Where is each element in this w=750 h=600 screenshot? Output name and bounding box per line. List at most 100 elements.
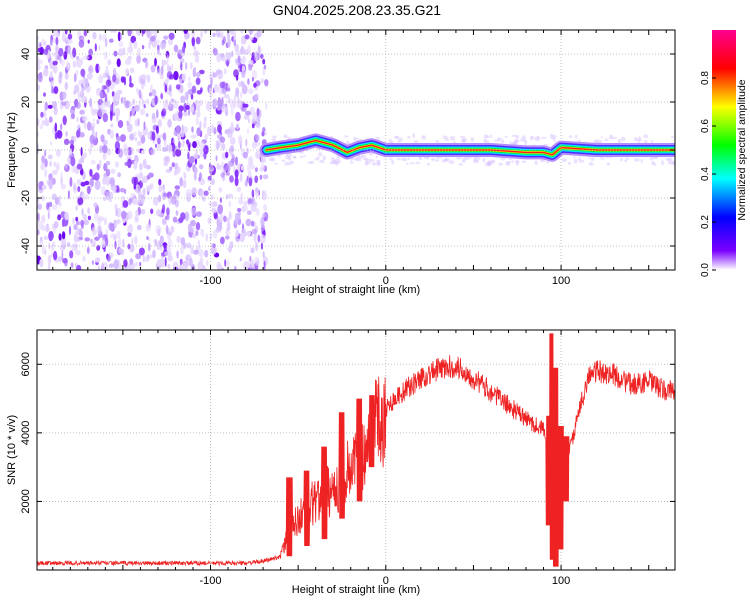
noise-blob <box>129 75 132 85</box>
noise-blob <box>262 251 265 259</box>
noise-blob <box>211 207 216 214</box>
noise-blob <box>100 134 105 143</box>
noise-blob <box>169 84 172 92</box>
noise-blob <box>231 241 234 248</box>
noise-blob <box>182 179 187 189</box>
noise-blob <box>228 200 232 208</box>
noise-blob <box>204 249 209 258</box>
noise-blob <box>638 138 641 142</box>
noise-blob <box>204 116 207 122</box>
noise-blob <box>230 30 236 36</box>
noise-blob <box>213 211 218 220</box>
y-tick-label: 6000 <box>20 352 32 376</box>
noise-blob <box>53 106 58 116</box>
noise-blob <box>257 234 261 243</box>
noise-blob <box>552 134 557 138</box>
noise-blob <box>39 258 44 268</box>
noise-blob <box>235 156 238 166</box>
noise-blob <box>143 121 146 130</box>
noise-blob <box>60 171 63 181</box>
noise-blob <box>37 83 40 92</box>
noise-blob <box>96 245 101 251</box>
noise-blob <box>97 108 104 118</box>
noise-blob <box>142 254 145 263</box>
noise-blob <box>183 30 188 34</box>
noise-blob <box>405 162 409 165</box>
noise-blob <box>41 184 47 190</box>
noise-blob <box>244 34 250 40</box>
noise-blob <box>84 237 90 242</box>
noise-blob <box>127 243 131 250</box>
noise-blob <box>178 264 183 270</box>
noise-blob <box>626 157 629 161</box>
noise-blob <box>484 140 490 144</box>
noise-blob <box>51 177 56 185</box>
noise-blob <box>211 124 214 134</box>
noise-blob <box>98 44 101 51</box>
noise-blob <box>73 224 78 231</box>
noise-blob <box>160 235 164 245</box>
noise-blob <box>116 89 123 95</box>
noise-blob <box>76 179 82 185</box>
noise-blob <box>105 168 111 177</box>
noise-blob <box>125 68 129 75</box>
noise-blob <box>40 111 44 118</box>
noise-blob <box>146 74 151 83</box>
noise-blob <box>260 216 265 227</box>
noise-blob <box>336 155 340 160</box>
noise-blob <box>128 223 134 234</box>
noise-blob <box>155 125 159 135</box>
noise-blob <box>160 41 166 50</box>
noise-blob <box>236 186 242 192</box>
noise-blob <box>44 158 48 168</box>
noise-blob <box>254 256 260 266</box>
noise-blob <box>253 82 257 88</box>
noise-blob <box>146 236 149 240</box>
noise-blob <box>105 191 111 201</box>
y-tick-label: 20 <box>20 96 32 108</box>
noise-blob <box>368 152 374 156</box>
noise-blob <box>494 139 498 142</box>
noise-blob <box>185 105 190 110</box>
noise-blob <box>233 93 237 100</box>
noise-blob <box>180 130 184 138</box>
noise-blob <box>195 36 201 45</box>
noise-blob <box>120 97 123 104</box>
noise-blob <box>47 254 52 264</box>
noise-blob <box>183 102 188 113</box>
noise-blob <box>407 136 411 139</box>
noise-blob <box>250 232 253 238</box>
noise-blob <box>70 156 76 167</box>
noise-blob <box>159 185 163 192</box>
noise-blob <box>71 243 78 252</box>
noise-blob <box>176 235 181 243</box>
noise-blob <box>463 156 470 161</box>
noise-blob <box>187 81 192 89</box>
noise-blob <box>534 160 538 166</box>
noise-blob <box>252 112 258 122</box>
noise-blob <box>80 89 83 96</box>
noise-blob <box>251 189 255 199</box>
noise-blob <box>225 151 229 159</box>
noise-blob <box>80 219 85 227</box>
noise-blob <box>133 159 138 170</box>
noise-blob <box>77 197 84 206</box>
noise-blob <box>47 262 51 270</box>
noise-blob <box>166 207 170 216</box>
noise-blob <box>246 128 250 134</box>
noise-blob <box>61 101 67 106</box>
noise-blob <box>64 45 69 54</box>
noise-blob <box>318 152 323 157</box>
noise-blob <box>156 209 162 217</box>
noise-blob <box>98 33 102 41</box>
noise-blob <box>109 30 114 33</box>
noise-blob <box>263 203 268 212</box>
noise-blob <box>234 169 239 179</box>
noise-blob <box>154 30 158 35</box>
noise-blob <box>102 176 107 185</box>
noise-blob <box>225 235 230 240</box>
noise-blob <box>142 158 147 169</box>
noise-blob <box>165 168 172 174</box>
noise-blob <box>134 176 138 186</box>
noise-blob <box>162 184 165 191</box>
